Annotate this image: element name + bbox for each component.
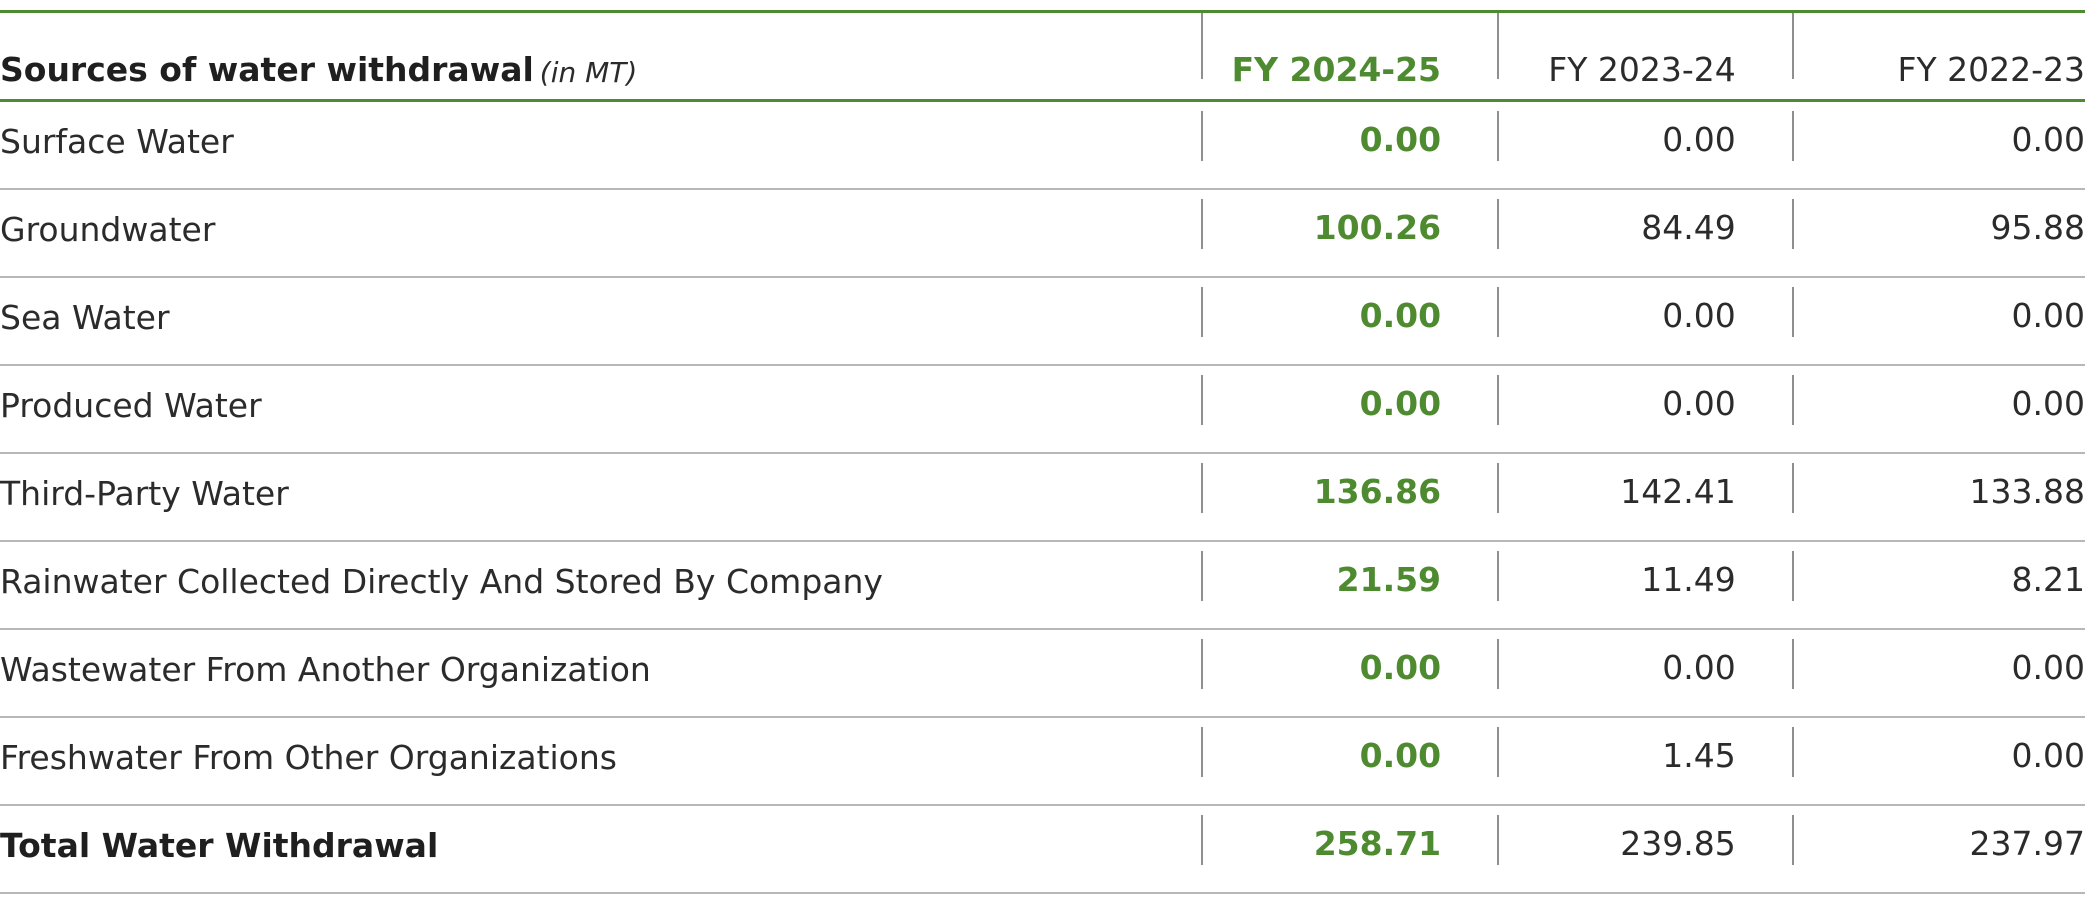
value-prev2: 8.21: [1791, 542, 2085, 628]
table-row: Freshwater From Other Organizations 0.00…: [0, 718, 2085, 806]
year-label: FY 2024-25: [1231, 50, 1442, 89]
value-prev: 0.00: [1497, 630, 1792, 716]
value-prev2: 95.88: [1791, 190, 2085, 276]
value-prev2: 0.00: [1791, 718, 2085, 804]
table-row: Rainwater Collected Directly And Stored …: [0, 542, 2085, 630]
value-prev: 142.41: [1497, 454, 1792, 540]
total-label: Total Water Withdrawal: [0, 826, 439, 865]
value-current: 0.00: [1201, 630, 1497, 716]
total-current: 258.71: [1201, 806, 1497, 892]
value-current: 136.86: [1201, 454, 1497, 540]
value-prev: 0.00: [1497, 278, 1792, 364]
row-label: Produced Water: [0, 386, 262, 425]
table-header-row: Sources of water withdrawal (in MT) FY 2…: [0, 13, 2085, 102]
row-label: Third-Party Water: [0, 474, 289, 513]
value-prev2: 0.00: [1791, 278, 2085, 364]
value-prev: 0.00: [1497, 102, 1792, 188]
table-row: Sea Water 0.00 0.00 0.00: [0, 278, 2085, 366]
water-withdrawal-table: Sources of water withdrawal (in MT) FY 2…: [0, 10, 2085, 894]
total-row: Total Water Withdrawal 258.71 239.85 237…: [0, 806, 2085, 894]
value-prev2: 0.00: [1791, 630, 2085, 716]
value-current: 0.00: [1201, 278, 1497, 364]
value-prev: 11.49: [1497, 542, 1792, 628]
row-label: Freshwater From Other Organizations: [0, 738, 617, 777]
header-year-current: FY 2024-25: [1201, 13, 1497, 99]
value-prev: 84.49: [1497, 190, 1792, 276]
value-current: 0.00: [1201, 718, 1497, 804]
row-label: Groundwater: [0, 210, 216, 249]
total-prev2: 237.97: [1791, 806, 2085, 892]
value-current: 0.00: [1201, 366, 1497, 452]
table-row: Wastewater From Another Organization 0.0…: [0, 630, 2085, 718]
total-prev: 239.85: [1497, 806, 1792, 892]
row-label: Rainwater Collected Directly And Stored …: [0, 562, 883, 601]
value-prev2: 0.00: [1791, 366, 2085, 452]
table-unit: (in MT): [539, 56, 638, 89]
row-label: Surface Water: [0, 122, 234, 161]
table-title: Sources of water withdrawal: [0, 50, 534, 89]
header-year-prev2: FY 2022-23: [1791, 13, 2085, 99]
table-row: Third-Party Water 136.86 142.41 133.88: [0, 454, 2085, 542]
value-prev2: 133.88: [1791, 454, 2085, 540]
table-row: Surface Water 0.00 0.00 0.00: [0, 102, 2085, 190]
year-label: FY 2023-24: [1548, 50, 1736, 89]
header-year-prev: FY 2023-24: [1497, 13, 1792, 99]
row-label: Wastewater From Another Organization: [0, 650, 651, 689]
value-prev: 1.45: [1497, 718, 1792, 804]
value-current: 100.26: [1201, 190, 1497, 276]
year-label: FY 2022-23: [1897, 50, 2085, 89]
value-prev: 0.00: [1497, 366, 1792, 452]
table-row: Produced Water 0.00 0.00 0.00: [0, 366, 2085, 454]
row-label: Sea Water: [0, 298, 170, 337]
table-row: Groundwater 100.26 84.49 95.88: [0, 190, 2085, 278]
header-title-cell: Sources of water withdrawal (in MT): [0, 13, 1201, 99]
value-prev2: 0.00: [1791, 102, 2085, 188]
value-current: 21.59: [1201, 542, 1497, 628]
value-current: 0.00: [1201, 102, 1497, 188]
